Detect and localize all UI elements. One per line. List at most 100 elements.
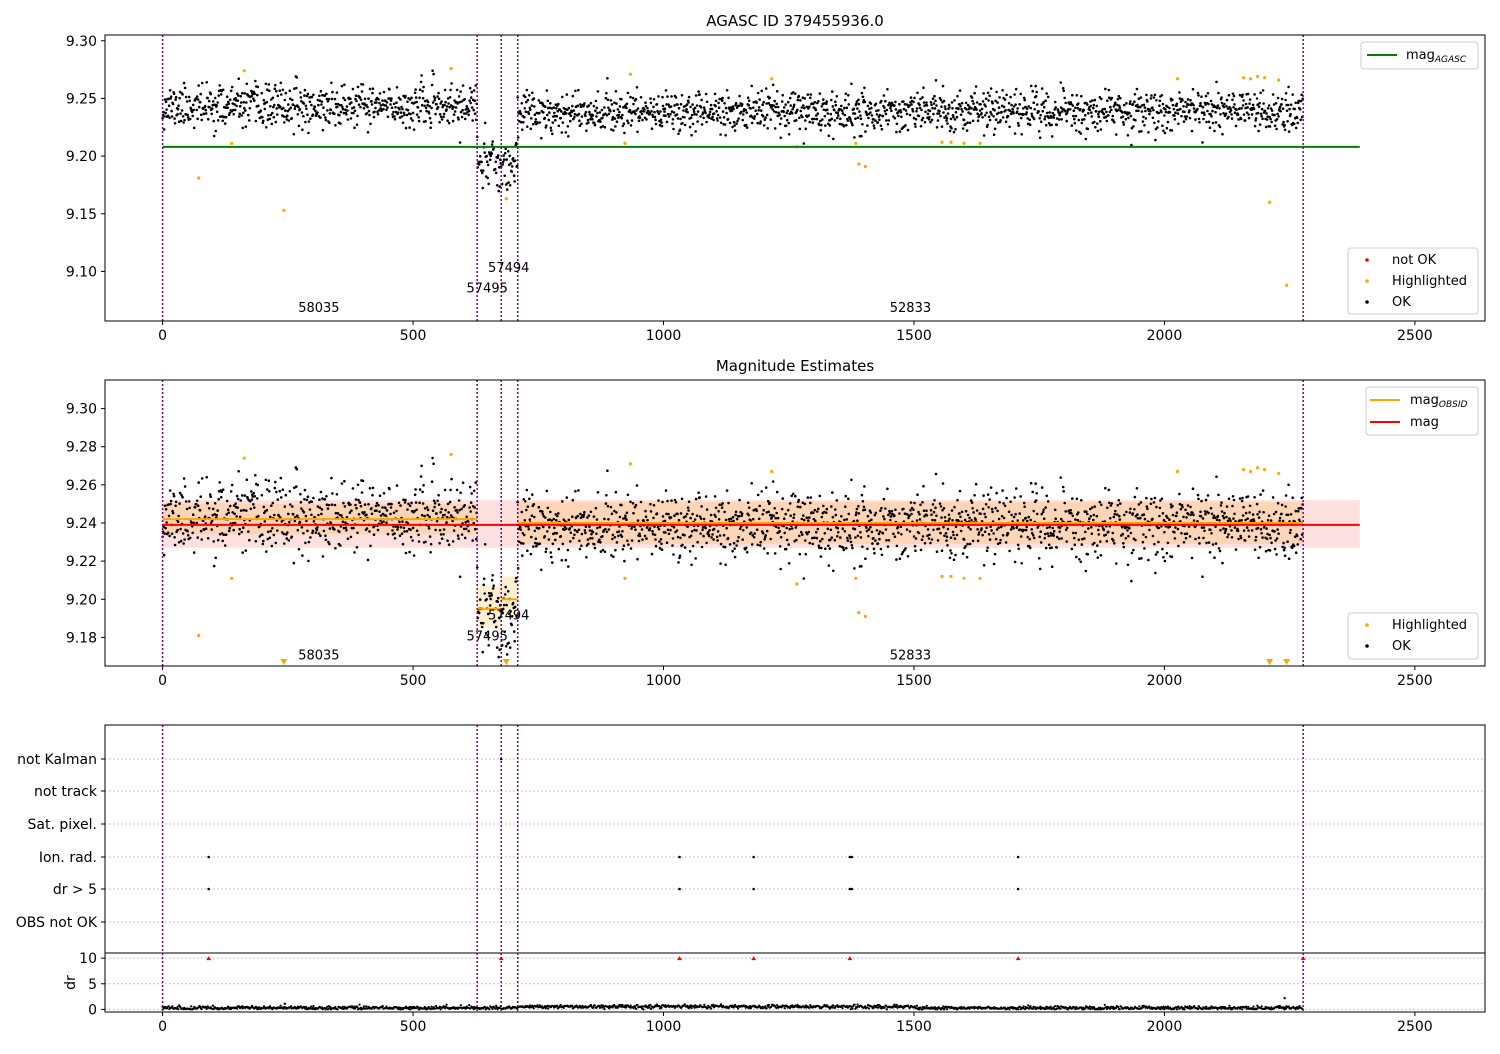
ok-point (694, 518, 697, 521)
ok-point (725, 527, 728, 530)
ok-point (553, 518, 556, 521)
ok-point (509, 162, 512, 165)
ok-point (534, 113, 537, 116)
ok-point (667, 113, 670, 116)
ok-point (1046, 112, 1049, 115)
ok-point (777, 517, 780, 520)
ok-point (799, 128, 802, 131)
ok-point (1110, 109, 1113, 112)
ok-point (1274, 548, 1277, 551)
ok-point (544, 516, 547, 519)
ok-point (1228, 497, 1231, 500)
ok-point (1061, 110, 1064, 113)
ok-point (298, 548, 301, 551)
ok-point (245, 125, 248, 128)
ok-point (235, 105, 238, 108)
ok-point (753, 117, 756, 120)
ok-point (333, 113, 336, 116)
ok-point (577, 489, 580, 492)
ok-point (1158, 515, 1161, 518)
ok-point (301, 526, 304, 529)
ok-point (987, 493, 990, 496)
flag-point (678, 888, 681, 891)
ok-point (931, 119, 934, 122)
ok-point (319, 116, 322, 119)
ok-point (1073, 118, 1076, 121)
ok-point (894, 117, 897, 120)
ok-point (607, 99, 610, 102)
ok-point (1208, 541, 1211, 544)
ok-point (1140, 96, 1143, 99)
ok-point (393, 512, 396, 515)
ok-point (919, 504, 922, 507)
ok-point (393, 115, 396, 118)
ok-point (549, 511, 552, 514)
ok-point (853, 136, 856, 139)
ok-point (248, 119, 251, 122)
ok-point (468, 110, 471, 113)
ok-point (1217, 515, 1220, 518)
ok-point (228, 527, 231, 530)
ok-point (579, 513, 582, 516)
ok-point (214, 130, 217, 133)
ok-point (1039, 568, 1042, 571)
ok-point (328, 504, 331, 507)
ok-point (538, 99, 541, 102)
ok-point (1287, 86, 1290, 89)
ok-point (714, 495, 717, 498)
ok-point (1142, 116, 1145, 119)
ok-point (1258, 102, 1261, 105)
ok-point (910, 501, 913, 504)
ok-point (965, 108, 968, 111)
ok-point (1220, 501, 1223, 504)
ok-point (1077, 511, 1080, 514)
ok-point (489, 598, 492, 601)
ok-point (819, 540, 822, 543)
ok-point (712, 538, 715, 541)
ok-point (725, 112, 728, 115)
ok-point (1221, 102, 1224, 105)
ok-point (724, 134, 727, 137)
ok-point (391, 113, 394, 116)
highlighted-point (940, 141, 943, 144)
ok-point (361, 491, 364, 494)
ok-point (812, 543, 815, 546)
ok-point (798, 117, 801, 120)
ok-point (620, 504, 623, 507)
ok-point (389, 513, 392, 516)
ok-point (1058, 530, 1061, 533)
ok-point (502, 154, 505, 157)
ok-point (419, 88, 422, 91)
ok-point (673, 514, 676, 517)
ok-point (1091, 506, 1094, 509)
ok-point (1282, 107, 1285, 110)
ok-point (1043, 537, 1046, 540)
ok-point (1217, 494, 1220, 497)
ok-point (699, 115, 702, 118)
ok-point (522, 121, 525, 124)
ok-point (786, 119, 789, 122)
ok-point (1269, 537, 1272, 540)
ok-point (745, 547, 748, 550)
ok-point (774, 127, 777, 130)
ok-point (814, 101, 817, 104)
ok-point (379, 494, 382, 497)
ok-point (717, 102, 720, 105)
ok-point (403, 114, 406, 117)
ok-point (1105, 534, 1108, 537)
ok-point (669, 113, 672, 116)
ok-point (578, 540, 581, 543)
ok-point (1181, 99, 1184, 102)
ok-point (810, 93, 813, 96)
ok-point (459, 90, 462, 93)
ok-point (1103, 529, 1106, 532)
ok-point (757, 92, 760, 95)
ok-point (695, 529, 698, 532)
ok-point (980, 112, 983, 115)
ok-point (256, 94, 259, 97)
ok-point (520, 528, 523, 531)
ok-point (1005, 120, 1008, 123)
ok-point (1202, 118, 1205, 121)
flag-row-label: OBS not OK (16, 915, 98, 931)
ok-point (1038, 557, 1041, 560)
